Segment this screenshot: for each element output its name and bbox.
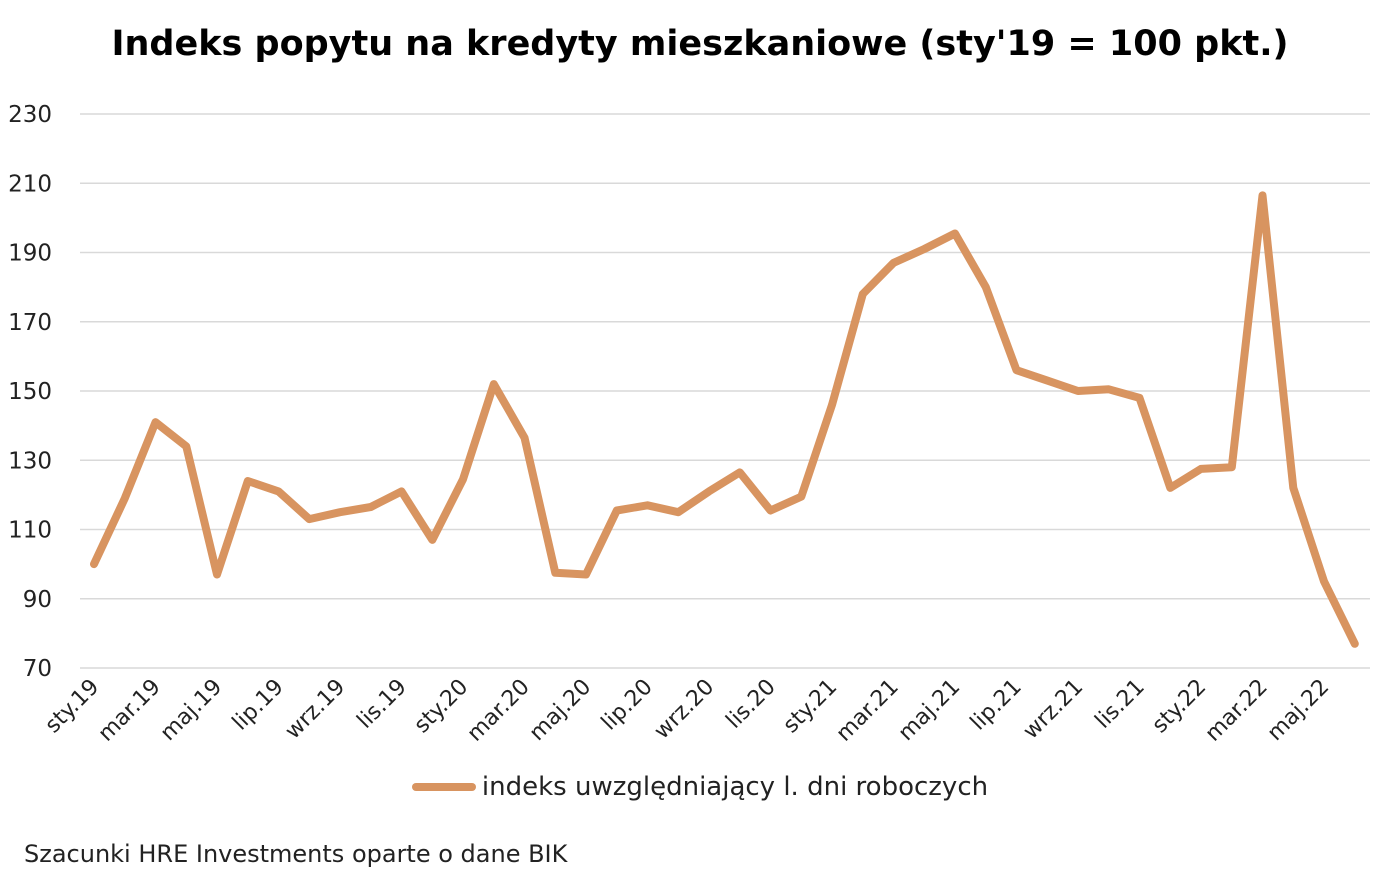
data-point xyxy=(338,510,342,515)
x-tick-label: lis.21 xyxy=(1091,675,1150,734)
data-point xyxy=(1137,395,1142,400)
data-point xyxy=(245,479,250,484)
y-tick-label: 110 xyxy=(8,518,52,544)
data-point xyxy=(584,572,588,577)
data-point xyxy=(1229,465,1234,470)
data-point xyxy=(983,285,988,290)
legend-label: indeks uwzględniający l. dni roboczych xyxy=(481,772,989,802)
y-axis-tick-labels: 70 90 110 130 150 170 190 210 230 xyxy=(8,102,52,682)
data-point xyxy=(830,402,834,407)
data-point xyxy=(737,470,742,475)
data-point xyxy=(768,508,773,513)
y-tick-label: 90 xyxy=(23,587,52,613)
data-point xyxy=(153,420,158,425)
data-point xyxy=(953,231,957,236)
data-point xyxy=(307,517,312,522)
x-tick-label: maj.22 xyxy=(1263,675,1334,746)
x-tick-label: maj.20 xyxy=(525,675,596,746)
x-tick-label: wrz.19 xyxy=(281,675,351,745)
gridlines xyxy=(80,113,1370,669)
y-tick-label: 190 xyxy=(8,241,52,267)
data-point xyxy=(1322,579,1326,584)
data-point xyxy=(799,494,804,499)
x-tick-label: mar.22 xyxy=(1201,675,1273,747)
y-tick-label: 150 xyxy=(8,379,52,405)
data-point xyxy=(92,562,96,567)
x-tick-label: wrz.20 xyxy=(650,675,720,745)
data-point xyxy=(461,477,465,482)
data-point xyxy=(1168,485,1173,490)
data-point xyxy=(1045,378,1050,383)
data-point xyxy=(645,503,650,508)
data-point xyxy=(1076,389,1080,393)
y-tick-label: 170 xyxy=(8,310,52,336)
data-point xyxy=(215,572,219,577)
x-tick-label: maj.21 xyxy=(894,675,965,746)
data-point xyxy=(707,489,711,494)
data-point xyxy=(614,508,619,513)
data-point xyxy=(1291,485,1296,490)
data-point xyxy=(1106,387,1111,392)
source-note: Szacunki HRE Investments oparte o dane B… xyxy=(24,840,568,868)
y-tick-label: 210 xyxy=(8,171,52,197)
y-tick-label: 230 xyxy=(8,102,52,128)
x-tick-label: mar.21 xyxy=(832,675,904,747)
data-point xyxy=(430,537,435,542)
series-layer xyxy=(90,191,1359,648)
data-point xyxy=(891,260,896,265)
data-point xyxy=(368,504,373,509)
data-point xyxy=(184,444,189,449)
legend: indeks uwzględniający l. dni roboczych xyxy=(0,772,1400,802)
x-tick-label: mar.20 xyxy=(463,675,535,747)
data-point xyxy=(276,489,281,494)
data-point xyxy=(122,496,127,501)
x-tick-label: maj.19 xyxy=(156,675,227,746)
x-tick-label: wrz.21 xyxy=(1019,675,1089,745)
data-point xyxy=(399,489,404,494)
data-point xyxy=(1014,368,1019,373)
data-point xyxy=(491,382,496,387)
chart-title: Indeks popytu na kredyty mieszkaniowe (s… xyxy=(111,24,1289,64)
data-point xyxy=(860,292,865,297)
y-tick-label: 70 xyxy=(23,656,52,682)
data-point xyxy=(1352,641,1357,646)
data-point xyxy=(676,510,681,515)
data-point xyxy=(553,570,558,575)
y-tick-label: 130 xyxy=(8,448,52,474)
x-tick-label: mar.19 xyxy=(94,675,166,747)
data-point xyxy=(922,247,927,252)
x-tick-label: lis.19 xyxy=(353,675,412,734)
data-point xyxy=(1199,466,1203,471)
x-tick-label: lis.20 xyxy=(722,675,781,734)
series-line-0 xyxy=(90,191,1359,648)
legend-swatch xyxy=(411,783,476,791)
data-point xyxy=(1260,193,1265,198)
data-point xyxy=(522,435,527,440)
